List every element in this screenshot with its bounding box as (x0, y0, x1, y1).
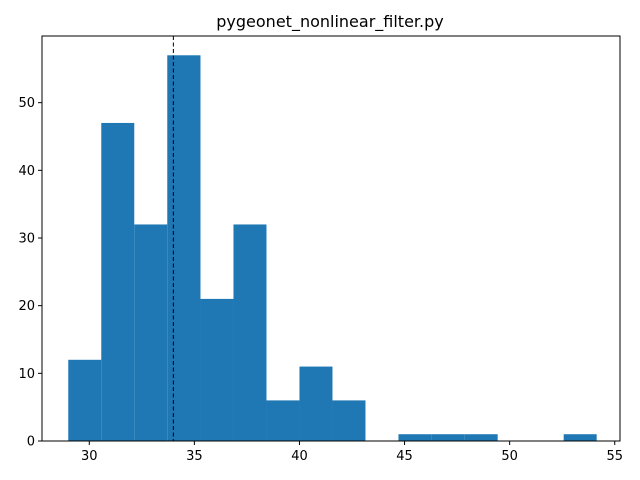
histogram-bar (68, 359, 102, 441)
histogram-bar (431, 434, 465, 441)
y-tick-label: 10 (18, 367, 35, 382)
y-tick-label: 40 (18, 164, 35, 179)
x-tick-label: 40 (291, 449, 308, 464)
chart-title: pygeonet_nonlinear_filter.py (216, 12, 443, 32)
histogram-bar (398, 434, 432, 441)
histogram-bar (266, 400, 300, 441)
histogram-bar (332, 400, 366, 441)
y-axis: 0 10 20 30 40 50 (18, 96, 42, 450)
y-tick-label: 20 (18, 299, 35, 314)
y-tick-label: 0 (27, 435, 35, 450)
x-tick-label: 35 (186, 449, 203, 464)
y-tick-label: 50 (18, 96, 35, 111)
histogram-bar (464, 434, 498, 441)
histogram-bar (167, 55, 201, 442)
plot-frame (41, 35, 621, 442)
histogram-bar (200, 298, 234, 441)
histogram-bar (101, 122, 135, 441)
histogram-bar (299, 366, 333, 441)
x-tick-label: 55 (606, 449, 623, 464)
x-tick-label: 45 (396, 449, 413, 464)
histogram-bar (134, 224, 168, 441)
histogram-bars (68, 55, 597, 442)
x-axis: 30 35 40 45 50 55 (81, 441, 623, 464)
y-tick-label: 30 (18, 231, 35, 246)
histogram-bar (563, 434, 597, 441)
x-tick-label: 30 (81, 449, 98, 464)
x-tick-label: 50 (501, 449, 518, 464)
histogram-bar (233, 224, 267, 441)
